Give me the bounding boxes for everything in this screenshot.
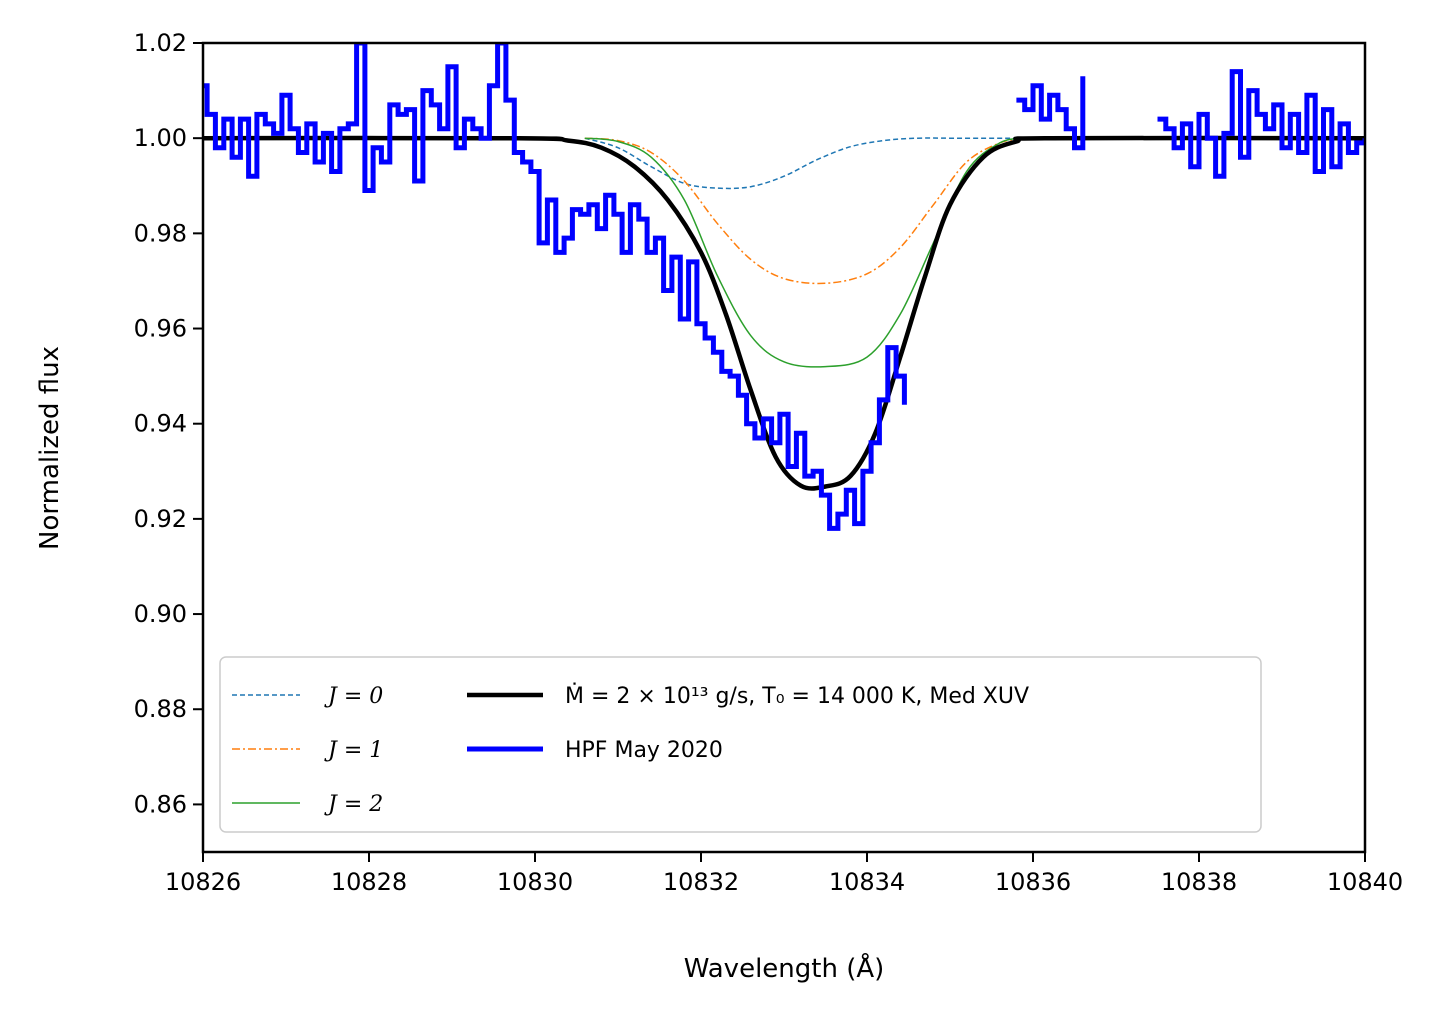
x-tick-label: 10840 — [1327, 868, 1403, 896]
x-tick-label: 10828 — [331, 868, 407, 896]
y-tick-label: 0.94 — [134, 410, 187, 438]
series-model-line — [203, 135, 1365, 491]
x-tick-label: 10836 — [995, 868, 1071, 896]
series-hpf-data-segment-1 — [203, 43, 907, 531]
x-tick-label: 10834 — [829, 868, 905, 896]
y-tick-label: 0.90 — [134, 600, 187, 628]
y-tick-label: 0.88 — [134, 695, 187, 723]
y-axis-label: Normalized flux — [35, 346, 65, 550]
series-layer — [203, 43, 1365, 531]
y-tick-label: 0.86 — [134, 790, 187, 818]
series-hpf-data-segment-2 — [1016, 76, 1086, 151]
plot-frame — [201, 41, 1367, 854]
legend-box — [219, 656, 1262, 833]
legend-label-model: Ṁ = 2 × 10¹³ g/s, T₀ = 14 000 K, Med XUV — [565, 683, 1029, 709]
x-tick-label: 10832 — [663, 868, 739, 896]
x-tick-label: 10838 — [1161, 868, 1237, 896]
series-j1-line — [584, 137, 1025, 285]
y-tick-label: 1.00 — [134, 124, 187, 152]
series-j0-line — [584, 137, 1017, 190]
legend-label-j0: J = 0 — [324, 684, 383, 709]
legend-label-data: HPF May 2020 — [565, 738, 723, 763]
legend-label-j2: J = 2 — [324, 792, 383, 817]
x-tick-label: 10826 — [165, 868, 241, 896]
legend: J = 0 J = 1 J = 2 Ṁ = 2 × 10¹³ g/s, T₀ =… — [219, 656, 1262, 833]
y-tick-label: 0.96 — [134, 315, 187, 343]
x-tick-label: 10830 — [497, 868, 573, 896]
legend-label-j1: J = 1 — [324, 738, 383, 763]
x-axis-label: Wavelength (Å) — [684, 952, 885, 984]
y-axis: 0.86 0.88 0.90 0.92 0.94 0.96 0.98 1.00 1.02 — [134, 29, 203, 818]
y-tick-label: 1.02 — [134, 29, 187, 57]
series-hpf-data-segment-3 — [1157, 69, 1365, 179]
y-tick-label: 0.92 — [134, 505, 187, 533]
x-axis: 10826 10828 10830 10832 10834 10836 10838 10840 — [165, 852, 1403, 896]
y-tick-label: 0.98 — [134, 219, 187, 247]
